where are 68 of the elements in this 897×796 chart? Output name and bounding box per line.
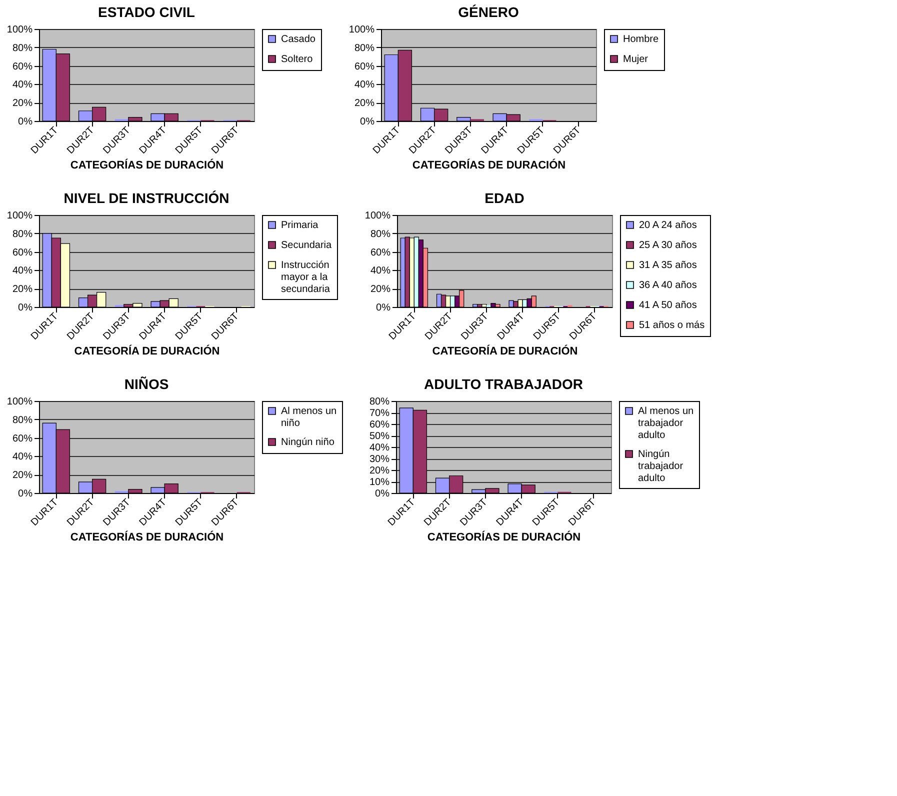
- y-tick-label: 40%: [12, 452, 33, 463]
- y-tick-label: 0%: [375, 488, 390, 500]
- legend-label: 31 A 35 años: [639, 260, 697, 271]
- y-tick-label: 80%: [370, 228, 391, 240]
- legend-label: Hombre: [623, 34, 660, 45]
- y-tick-label: 100%: [364, 210, 391, 222]
- text: Al menos un trabajador adulto: [638, 406, 694, 441]
- y-tick-label: 20%: [12, 98, 33, 110]
- y-tick-label: 100%: [348, 24, 375, 36]
- legend-label: Ningún niño: [281, 437, 335, 448]
- y-tick-label: 100%: [6, 396, 33, 408]
- legend-label: Al menos un niño: [281, 406, 337, 429]
- y-tick-label: 20%: [12, 284, 33, 296]
- legend-label: 20 A 24 años: [639, 220, 697, 231]
- y-tick-label: 20%: [369, 466, 390, 476]
- y-tick-label: 80%: [12, 42, 33, 54]
- x-axis-title: CATEGORÍA DE DURACIÓN: [432, 344, 578, 358]
- x-axis-title: CATEGORÍAS DE DURACIÓN: [427, 530, 581, 544]
- y-tick-label: 40%: [370, 266, 391, 277]
- chart-title: NIVEL DE INSTRUCCIÓN: [64, 190, 230, 206]
- y-tick-label: 0%: [360, 116, 375, 128]
- chart-title: EDAD: [484, 190, 524, 206]
- y-tick-label: 60%: [12, 247, 33, 258]
- legend-label: 51 años o más: [639, 320, 705, 331]
- legend-label: 36 A 40 años: [639, 280, 697, 291]
- y-tick-label: 40%: [354, 80, 375, 91]
- x-axis-title: CATEGORÍAS DE DURACIÓN: [412, 158, 566, 172]
- y-tick-label: 60%: [12, 61, 33, 72]
- legend-label: Primaria: [281, 220, 319, 231]
- y-tick-label: 60%: [354, 61, 375, 72]
- y-tick-label: 60%: [12, 433, 33, 444]
- legend-label: Casado: [281, 34, 316, 45]
- legend-label: Soltero: [281, 54, 314, 65]
- legend-label: Ningún trabajador adulto: [638, 449, 684, 484]
- legend-label: 25 A 30 años: [639, 240, 697, 251]
- y-tick-label: 70%: [369, 408, 390, 419]
- y-tick-label: 20%: [370, 284, 391, 296]
- y-tick-label: 80%: [12, 228, 33, 240]
- y-tick-label: 0%: [376, 302, 391, 314]
- y-tick-label: 0%: [18, 116, 33, 128]
- y-tick-label: 20%: [354, 98, 375, 110]
- y-tick-label: 30%: [369, 454, 390, 465]
- x-axis-title: CATEGORÍAS DE DURACIÓN: [70, 530, 224, 544]
- y-tick-label: 100%: [6, 210, 33, 222]
- legend-label: Mujer: [623, 54, 649, 65]
- y-tick-label: 100%: [6, 24, 33, 36]
- y-tick-label: 80%: [369, 396, 390, 408]
- y-tick-label: 40%: [12, 266, 33, 277]
- legend-label: Secundaria: [281, 240, 332, 251]
- y-tick-label: 10%: [369, 477, 390, 488]
- y-tick-label: 40%: [369, 442, 390, 454]
- y-tick-label: 40%: [12, 80, 33, 91]
- y-tick-label: 60%: [369, 420, 390, 430]
- legend-label: 41 A 50 años: [639, 300, 697, 311]
- y-tick-label: 0%: [18, 488, 33, 500]
- chart-title: NIÑOS: [124, 376, 169, 392]
- y-tick-label: 80%: [12, 414, 33, 426]
- y-tick-label: 0%: [18, 302, 33, 314]
- y-tick-label: 50%: [369, 431, 390, 442]
- y-tick-label: 80%: [354, 42, 375, 54]
- legend-label: Instrucción mayor a la secundaria: [281, 260, 330, 295]
- y-tick-label: 20%: [12, 470, 33, 482]
- chart-title: GÉNERO: [458, 4, 519, 20]
- chart-title: ADULTO TRABAJADOR: [424, 376, 583, 392]
- y-tick-label: 60%: [370, 247, 391, 258]
- chart-title: ESTADO CIVIL: [98, 4, 196, 20]
- x-axis-title: CATEGORÍA DE DURACIÓN: [74, 344, 220, 358]
- x-axis-title: CATEGORÍAS DE DURACIÓN: [70, 158, 224, 172]
